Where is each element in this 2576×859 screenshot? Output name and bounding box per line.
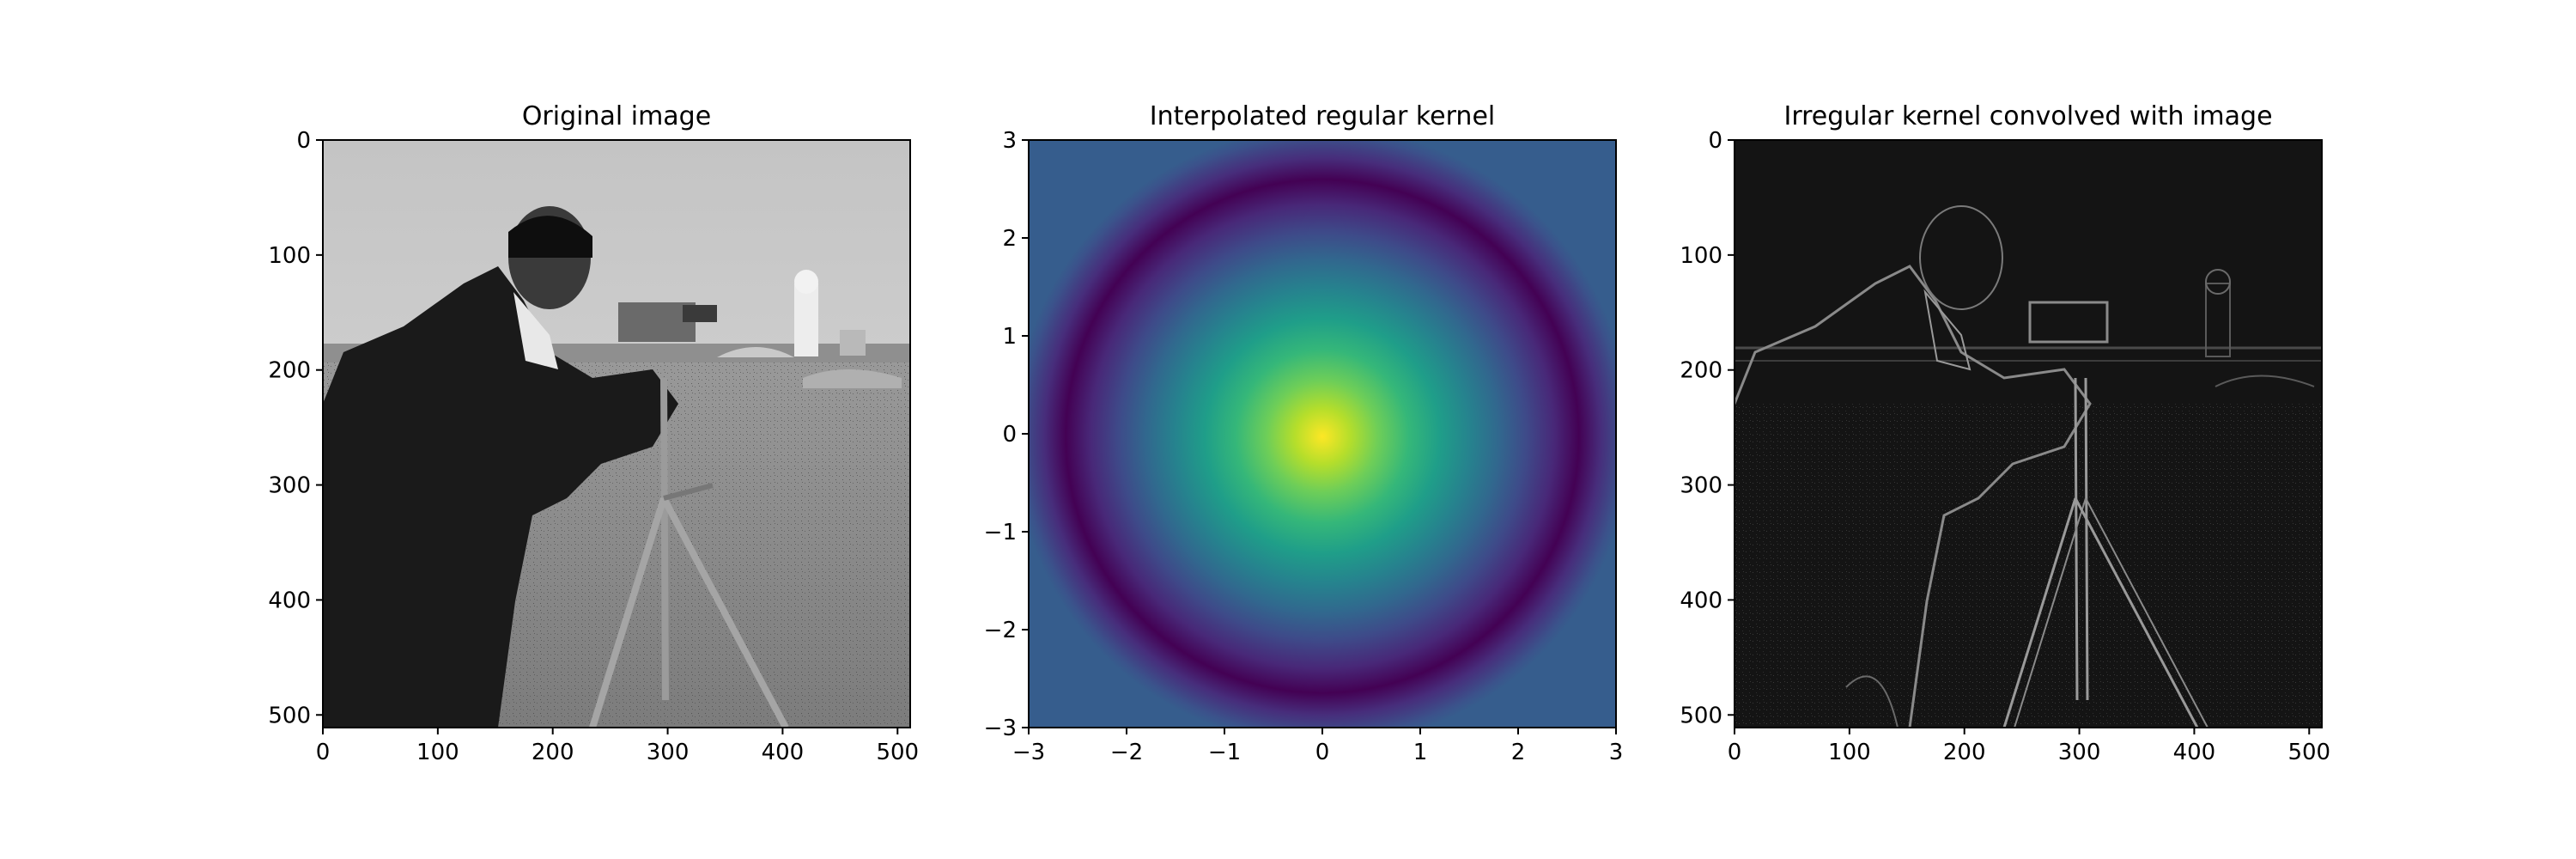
kernel-heatmap-panel: Interpolated regular kernel −3 −2 −1 0 1 2 3 −…: [984, 101, 1624, 765]
y-tick-label: 400: [1680, 588, 1722, 613]
x-tick-label: 100: [416, 740, 459, 765]
chart-title: Original image: [522, 101, 711, 131]
x-tick-label: 0: [1315, 740, 1330, 765]
x-tick-label: 0: [1728, 740, 1742, 765]
edge-image: [1735, 140, 2322, 728]
axes-frame: [1734, 139, 2323, 728]
y-tick-label: 0: [1708, 128, 1722, 154]
x-tick-label: 300: [2058, 740, 2101, 765]
y-tick-label: 300: [1680, 473, 1722, 499]
x-tick-label: −1: [1208, 740, 1241, 765]
y-tick-label: 200: [1680, 358, 1722, 384]
x-tick-label: 300: [647, 740, 690, 765]
y-tick-label: 100: [268, 243, 311, 269]
y-tick-label: 2: [1002, 226, 1017, 252]
x-tick-label: 3: [1609, 740, 1624, 765]
original-image-panel: Original image 0 100 200 300 40: [268, 101, 919, 765]
y-tick-label: 1: [1002, 324, 1017, 350]
chart-title: Interpolated regular kernel: [1150, 101, 1495, 131]
y-tick-label: −2: [984, 618, 1017, 643]
y-tick-label: 300: [268, 473, 311, 499]
x-tick-label: 1: [1413, 740, 1428, 765]
x-tick-label: 100: [1828, 740, 1871, 765]
y-tick-label: 3: [1002, 128, 1017, 154]
photo-image: [323, 140, 910, 728]
y-tick-label: 0: [1002, 422, 1017, 448]
x-tick-label: 0: [316, 740, 331, 765]
axes-frame: [322, 139, 911, 728]
x-tick-label: −3: [1012, 740, 1045, 765]
x-tick-label: 400: [762, 740, 805, 765]
x-tick-label: 500: [876, 740, 919, 765]
y-tick-label: 100: [1680, 243, 1722, 269]
y-tick-label: 200: [268, 358, 311, 384]
kernel-heatmap-image: [1029, 140, 1616, 728]
x-tick-label: 200: [1943, 740, 1986, 765]
y-tick-label: 500: [1680, 703, 1722, 728]
x-tick-label: 2: [1511, 740, 1526, 765]
y-tick-label: −1: [984, 520, 1017, 545]
y-tick-label: 400: [268, 588, 311, 613]
x-tick-label: 500: [2287, 740, 2330, 765]
y-tick-label: −3: [984, 716, 1017, 741]
x-tick-label: −2: [1110, 740, 1143, 765]
chart-title: Irregular kernel convolved with image: [1783, 101, 2272, 131]
x-tick-label: 200: [532, 740, 574, 765]
convolved-image-panel: Irregular kernel convolved with image: [1680, 101, 2330, 765]
x-tick-label: 400: [2173, 740, 2216, 765]
y-tick-label: 0: [296, 128, 311, 154]
y-tick-label: 500: [268, 703, 311, 728]
